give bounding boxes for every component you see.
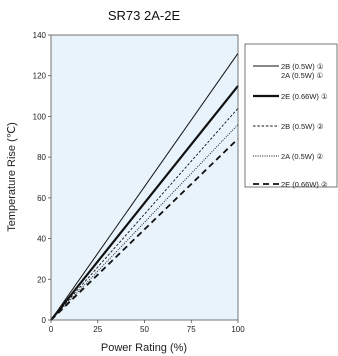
y-tick-label: 120 [33, 72, 47, 81]
plot-frame [50, 34, 239, 321]
x-tick-label: 25 [93, 325, 102, 334]
legend-label: 2A (0.5W) ② [281, 152, 323, 161]
legend-label: 2E (0.66W) ① [281, 92, 328, 101]
x-axis-label: Power Rating (%) [101, 342, 187, 354]
y-tick-label: 60 [37, 194, 46, 203]
legend-label: 2B (0.5W) ② [281, 122, 324, 131]
x-tick-label: 75 [187, 325, 196, 334]
y-tick-label: 20 [37, 275, 46, 284]
series-line-4 [50, 124, 239, 321]
legend-label: 2E (0.66W) ② [281, 180, 328, 189]
legend-label-line2: 2A (0.5W) ① [281, 71, 323, 80]
x-tick-label: 0 [49, 325, 54, 334]
legend-label: 2B (0.5W) ① [281, 62, 324, 71]
series-line-2 [50, 85, 239, 321]
y-axis-ticks: 0 20 40 60 80 100 120 140 [33, 31, 51, 325]
y-tick-label: 100 [33, 112, 47, 121]
y-tick-label: 40 [37, 235, 46, 244]
chart-title: SR73 2A-2E [108, 8, 181, 23]
plot-area [51, 35, 238, 320]
legend: 2B (0.5W) ①2A (0.5W) ① 2E (0.66W) ① 2B (0.… [244, 43, 338, 189]
y-tick-label: 140 [33, 31, 47, 40]
x-tick-label: 50 [140, 325, 149, 334]
y-tick-label: 0 [42, 316, 47, 325]
x-tick-label: 100 [231, 325, 245, 334]
y-tick-label: 80 [37, 153, 46, 162]
x-axis-ticks: 0 25 50 75 100 [49, 320, 245, 334]
y-axis-label: Temperature Rise (℃) [6, 122, 18, 232]
series-lines [50, 53, 239, 321]
legend-box [244, 43, 338, 188]
series-line-1 [50, 53, 239, 321]
series-line-5 [50, 138, 239, 321]
